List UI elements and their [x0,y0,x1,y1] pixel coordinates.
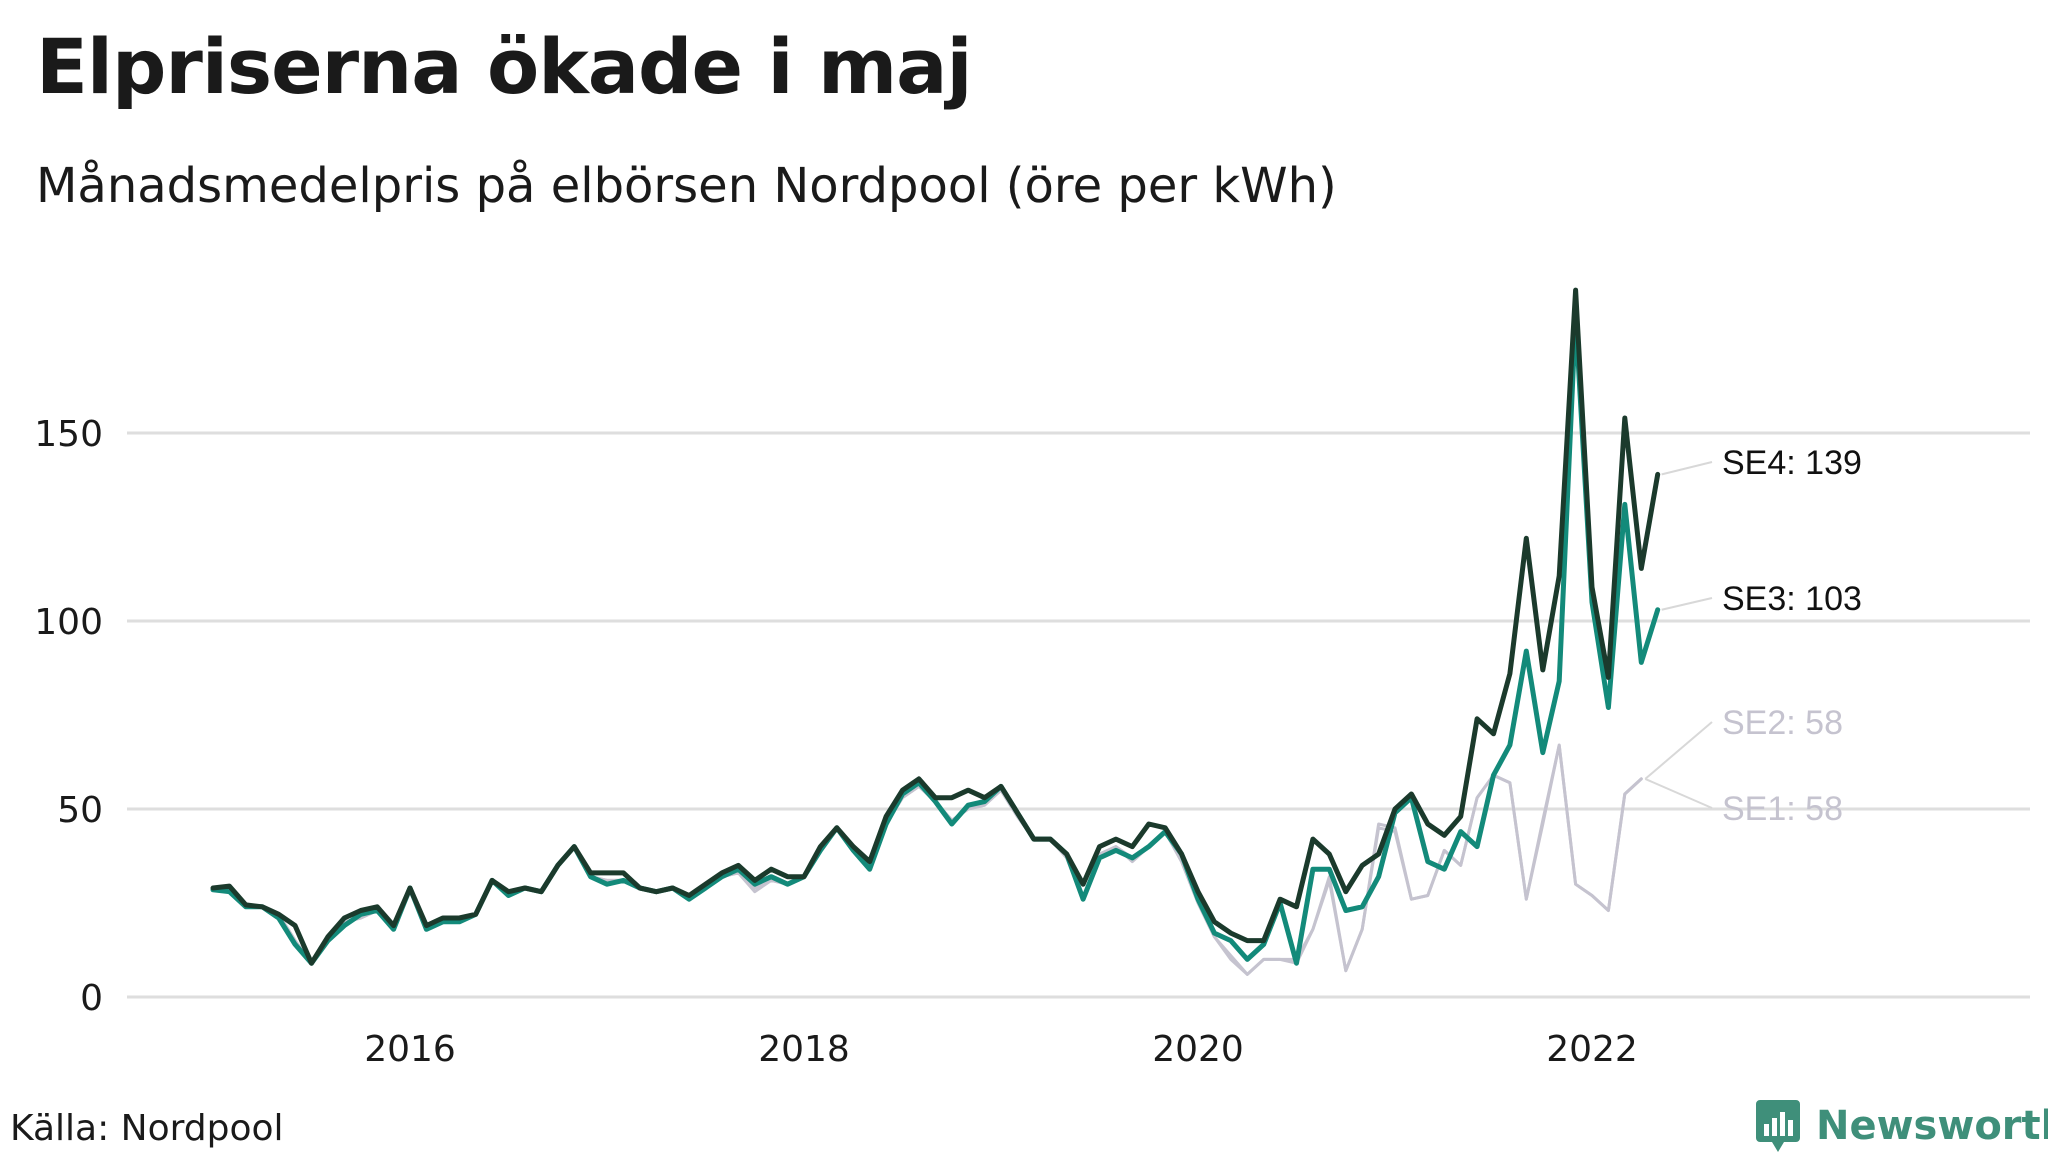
label-leader-se1 [1644,778,1713,809]
y-tick-label: 100 [34,602,103,643]
y-tick-label: 0 [80,978,103,1019]
brand[interactable]: Newsworthy [1754,1098,2048,1154]
x-tick-label: 2020 [1152,1029,1244,1070]
series-line-se3 [210,313,1661,966]
line-chart: 0 50 100 150 2016 2018 2020 2022 SE1: 58 SE2: 5… [34,287,2030,1070]
brand-name: Newsworthy [1816,1103,2048,1149]
y-tick-label: 150 [34,414,103,455]
y-axis: 0 50 100 150 [34,414,103,1019]
series-lines [210,287,1661,976]
series-label-se4: SE4: 139 [1722,444,1862,482]
x-tick-label: 2016 [364,1029,456,1070]
label-leader-se2 [1644,721,1713,780]
x-tick-label: 2018 [758,1029,850,1070]
chart-subtitle: Månadsmedelpris på elbörsen Nordpool (ör… [36,158,1337,214]
source-note: Källa: Nordpool [10,1108,284,1149]
series-label-se2: SE2: 58 [1722,704,1843,742]
newsworthy-logo-icon [1756,1100,1800,1152]
x-tick-label: 2022 [1546,1029,1638,1070]
label-leader-se4 [1661,461,1713,476]
series-label-se1: SE1: 58 [1722,790,1843,828]
label-leader-se3 [1661,597,1713,611]
series-line-se4 [210,287,1661,966]
gridlines [127,431,2030,999]
y-tick-label: 50 [57,790,103,831]
x-axis: 2016 2018 2020 2022 [364,1029,1638,1070]
series-label-se3: SE3: 103 [1722,580,1862,618]
series-labels: SE1: 58 SE2: 58 SE3: 103 SE4: 139 [1644,444,1862,828]
chart-title: Elpriserna ökade i maj [36,22,972,111]
